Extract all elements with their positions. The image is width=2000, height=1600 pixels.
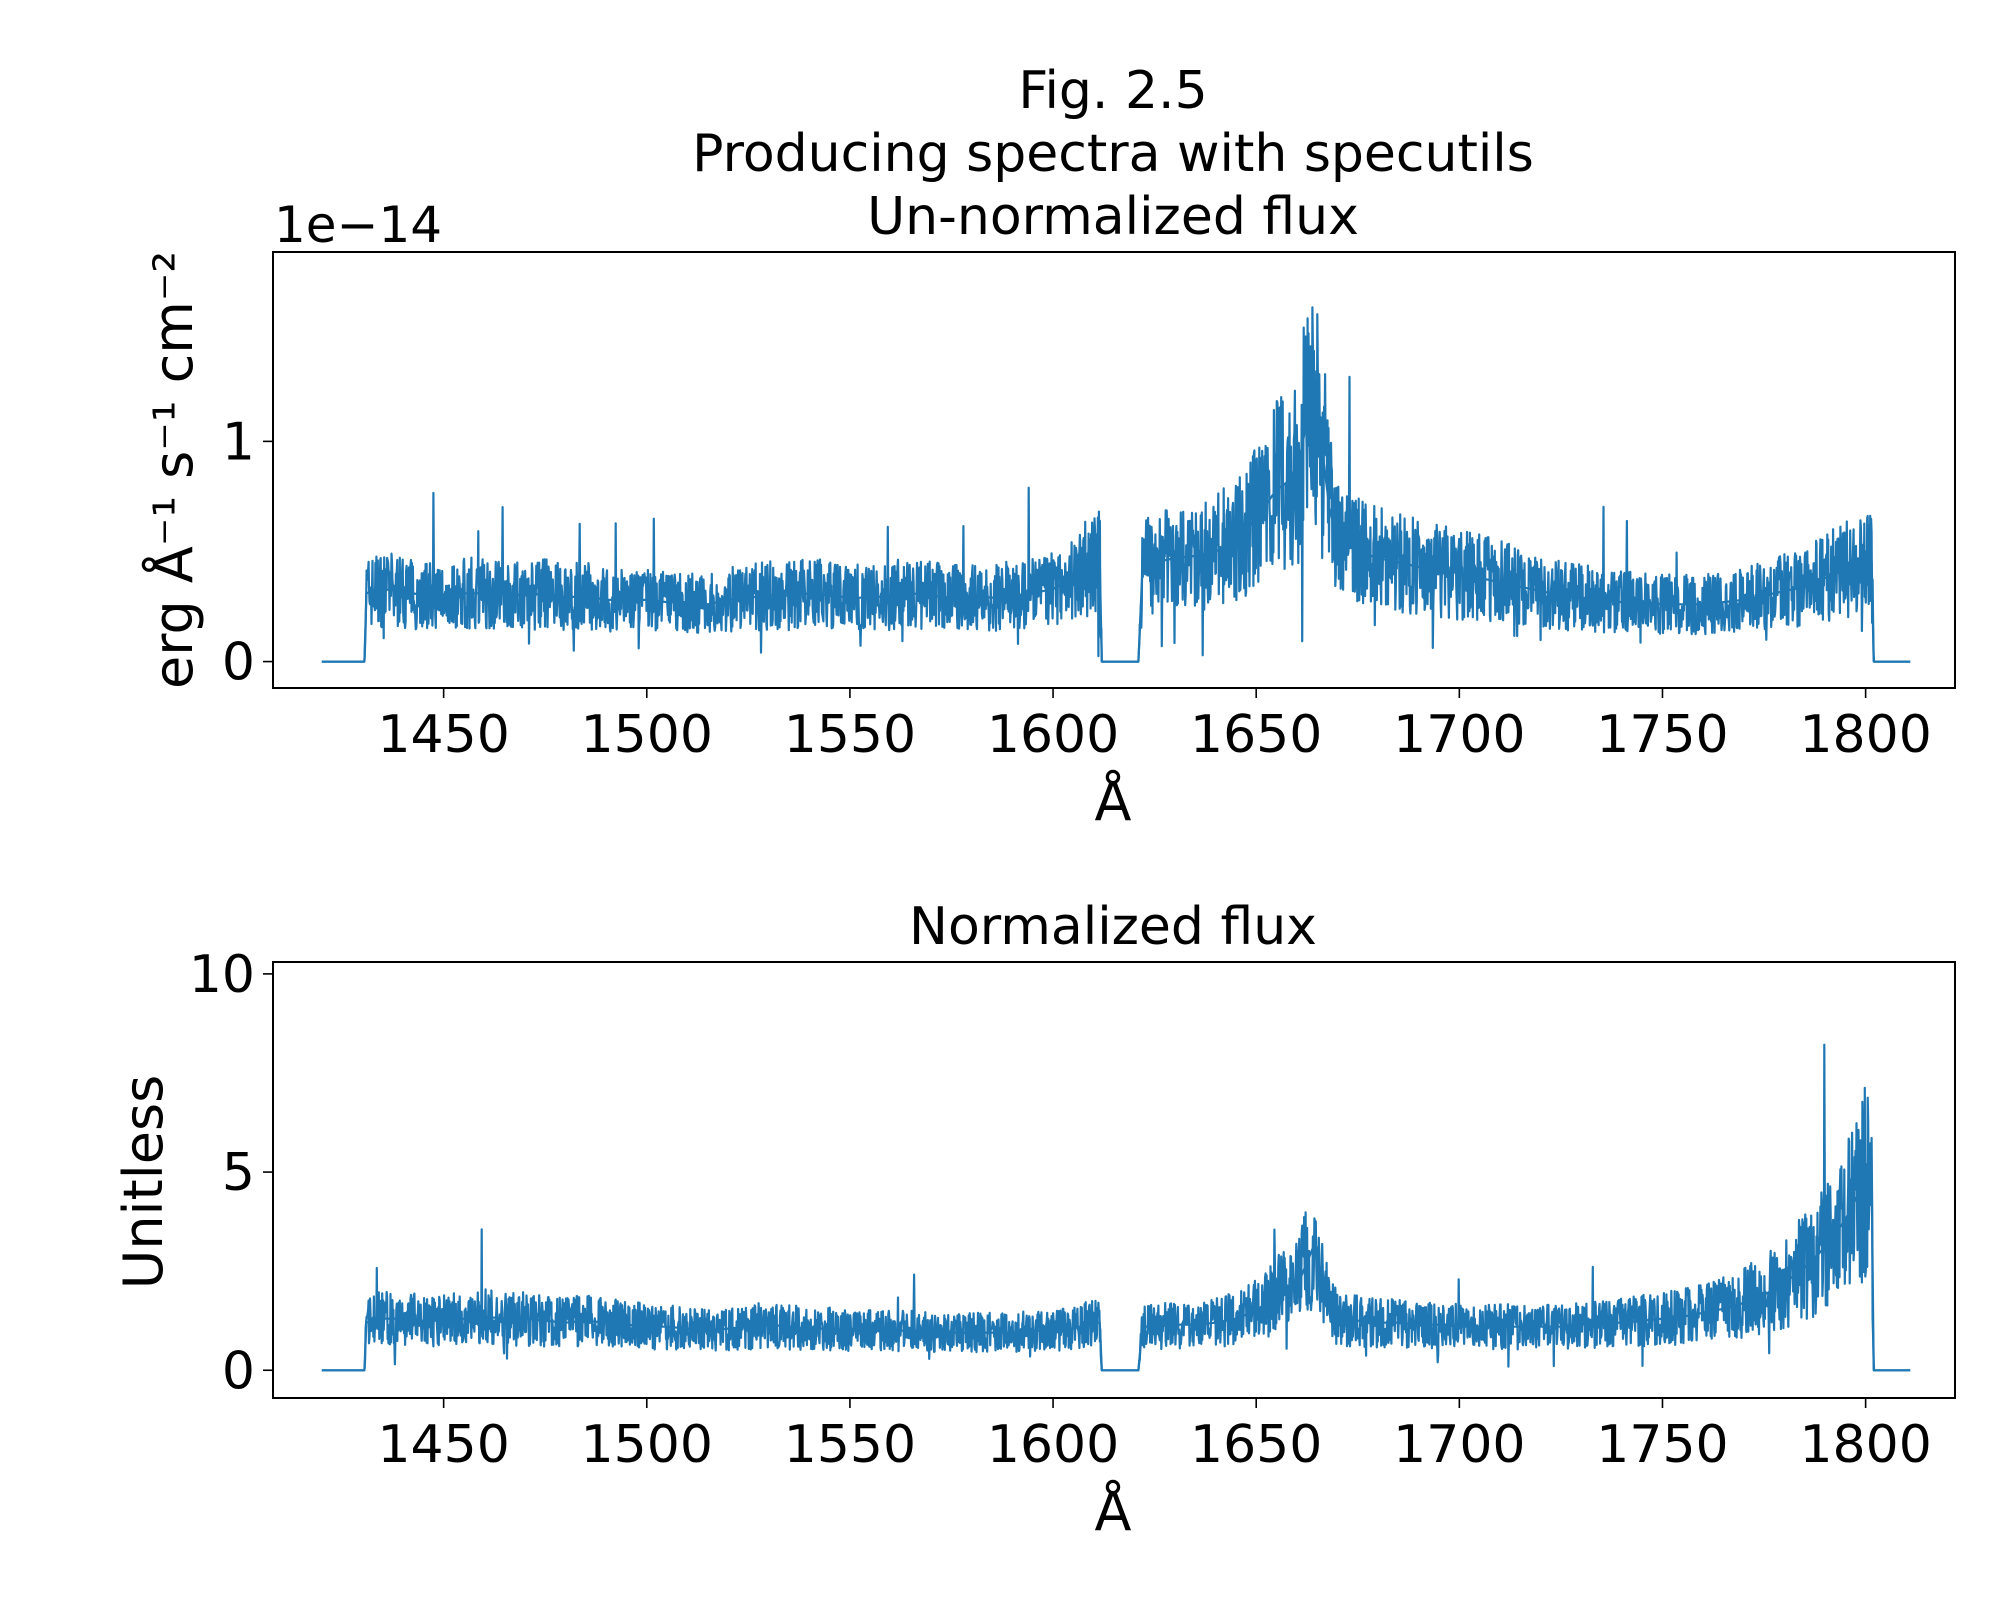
x-tick-label: 1500: [581, 1415, 713, 1475]
x-tick-label: 1550: [784, 705, 916, 765]
normalized-flux-panel: Normalized flux 1450 1500 1550 1600 1650 1700…: [112, 897, 1956, 1543]
x-tick-label: 1600: [987, 705, 1119, 765]
figure-suptitle: Fig. 2.5 Producing spectra with specutil…: [692, 61, 1534, 184]
y-tick-label: 1: [222, 412, 255, 472]
x-tick-label: 1450: [377, 1415, 509, 1475]
suptitle-line-1: Fig. 2.5: [1018, 61, 1207, 121]
y-offset-text: 1e−14: [274, 196, 442, 254]
x-tick-label: 1600: [987, 1415, 1119, 1475]
x-tick-label: 1550: [784, 1415, 916, 1475]
x-tick-label: 1750: [1596, 1415, 1728, 1475]
flux-noise-band: [321, 306, 1911, 663]
panel-title: Normalized flux: [909, 897, 1317, 957]
x-axis-label: Å: [1095, 1479, 1132, 1543]
y-axis-label: Unitless: [112, 1075, 175, 1289]
x-tick-label: 1650: [1190, 705, 1322, 765]
x-tick-label: 1800: [1799, 705, 1931, 765]
x-axis-label: Å: [1095, 769, 1132, 833]
x-tick-label: 1800: [1799, 1415, 1931, 1475]
tick-group: 1450 1500 1550 1600 1650 1700 1750 1800 0 1: [222, 412, 1932, 765]
x-tick-label: 1750: [1596, 705, 1728, 765]
y-axis-label: erg Å⁻¹ s⁻¹ cm⁻²: [141, 251, 205, 689]
x-tick-label: 1500: [581, 705, 713, 765]
y-tick-label: 0: [222, 633, 255, 693]
x-tick-label: 1700: [1393, 1415, 1525, 1475]
plot-area: [321, 1043, 1911, 1372]
axes-frame: [272, 961, 1956, 1399]
panel-title: Un-normalized flux: [867, 187, 1359, 247]
flux-noise-band: [321, 1043, 1911, 1372]
y-tick-label: 10: [189, 945, 255, 1005]
y-tick-label: 0: [222, 1341, 255, 1401]
unnormalized-flux-panel: Un-normalized flux 1e−14 1450 1500 1550 160…: [141, 187, 1956, 833]
x-tick-label: 1650: [1190, 1415, 1322, 1475]
x-tick-label: 1700: [1393, 705, 1525, 765]
y-tick-label: 5: [222, 1143, 255, 1203]
axes-frame: [272, 251, 1956, 689]
x-tick-label: 1450: [377, 705, 509, 765]
tick-group: 1450 1500 1550 1600 1650 1700 1750 1800 0 5 10: [189, 945, 1932, 1475]
plot-area: [321, 306, 1911, 663]
suptitle-line-2: Producing spectra with specutils: [692, 124, 1534, 184]
